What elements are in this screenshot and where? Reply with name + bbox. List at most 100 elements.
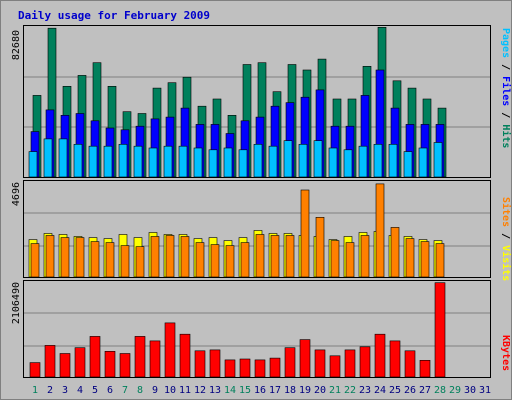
kbytes-bar [104, 350, 116, 378]
sites-bar [315, 217, 325, 278]
pages-bar [223, 147, 233, 178]
kbytes-bar [269, 357, 281, 378]
pages-bar [238, 149, 248, 178]
sites-bar [405, 238, 415, 278]
pages-bar [418, 147, 428, 178]
day-label: 6 [107, 385, 113, 396]
day-label: 21 [329, 385, 341, 396]
sites-bar [45, 235, 55, 278]
pages-bar [88, 145, 98, 178]
kbytes-bar [29, 362, 41, 378]
day-label: 1 [32, 385, 38, 396]
kbytes-bar [344, 349, 356, 378]
sites-bar [30, 243, 40, 278]
kbytes-bar [209, 349, 221, 378]
sites-bar [255, 234, 265, 278]
kbytes-bar [359, 346, 371, 378]
day-label: 16 [254, 385, 266, 396]
day-label: 29 [449, 385, 461, 396]
sites-bar [330, 240, 340, 278]
sites-bar [225, 245, 235, 278]
day-label: 17 [269, 385, 281, 396]
sites-bar [390, 227, 400, 278]
sites-bar [270, 235, 280, 278]
sites-bar [105, 242, 115, 278]
pages-bar [388, 144, 398, 178]
legend-separator: / [500, 106, 511, 124]
pages-bar [133, 145, 143, 178]
kbytes-bar [374, 333, 386, 378]
day-label: 12 [194, 385, 206, 396]
day-axis-labels: 1 2 3 4 5 6 7 8 9 10 11 12 13 14 15 16 17 18 19 20 21 22 23 24 2… [32, 385, 491, 396]
sites-bar [300, 189, 310, 278]
legend-separator: / [500, 227, 511, 245]
sites-bar [240, 242, 250, 278]
pages-bar [313, 140, 323, 178]
day-label: 30 [464, 385, 476, 396]
pages-bar [208, 149, 218, 178]
day-label: 4 [77, 385, 83, 396]
top-panel-legend: Pages / Files / Hits [500, 28, 512, 148]
legend-sites: Sites [500, 197, 512, 227]
pages-bar [103, 145, 113, 178]
day-label: 3 [62, 385, 68, 396]
pages-bar [73, 144, 83, 178]
chart-bars [28, 26, 447, 378]
middle-panel-legend: Sites / Visits [500, 197, 512, 281]
sites-bar [120, 245, 130, 278]
legend-separator: / [500, 58, 511, 76]
pages-bar [178, 145, 188, 178]
kbytes-bar [164, 322, 176, 378]
kbytes-bar [419, 359, 431, 378]
pages-bar [433, 142, 443, 178]
day-label: 8 [137, 385, 143, 396]
day-label: 27 [419, 385, 431, 396]
kbytes-bar [194, 350, 206, 378]
sites-bar [60, 237, 70, 278]
sites-bar [345, 242, 355, 278]
day-label: 13 [209, 385, 221, 396]
kbytes-bar [149, 340, 161, 378]
kbytes-bar [44, 345, 56, 378]
pages-bar [343, 149, 353, 178]
day-label: 28 [434, 385, 446, 396]
day-label: 10 [164, 385, 176, 396]
pages-bar [358, 145, 368, 178]
pages-bar [253, 144, 263, 178]
kbytes-bar [224, 359, 236, 378]
day-label: 26 [404, 385, 416, 396]
legend-pages: Pages [500, 28, 511, 58]
kbytes-bar [284, 347, 296, 378]
middle-panel-max-label: 4696 [11, 182, 22, 206]
day-label: 25 [389, 385, 401, 396]
day-label: 5 [92, 385, 98, 396]
pages-bar [148, 147, 158, 178]
sites-bar [180, 236, 190, 278]
pages-bar [43, 138, 53, 178]
kbytes-bar [404, 350, 416, 378]
day-label: 31 [479, 385, 491, 396]
pages-bar [298, 144, 308, 178]
kbytes-bar [239, 358, 251, 378]
sites-bar [165, 235, 175, 278]
day-label: 19 [299, 385, 311, 396]
day-label: 2 [47, 385, 53, 396]
day-label: 9 [152, 385, 158, 396]
kbytes-bar [134, 336, 146, 378]
pages-bar [28, 151, 38, 178]
bottom-panel-legend: KBytes [500, 335, 511, 371]
kbytes-bar [329, 355, 341, 378]
day-label: 22 [344, 385, 356, 396]
legend-hits: Hits [500, 124, 512, 148]
sites-bar [285, 235, 295, 278]
day-label: 11 [179, 385, 191, 396]
sites-bar [75, 237, 85, 278]
sites-bar [420, 241, 430, 278]
pages-bar [283, 140, 293, 178]
sites-bar [360, 235, 370, 278]
day-label: 15 [239, 385, 251, 396]
pages-bar [193, 147, 203, 178]
pages-bar [373, 144, 383, 178]
legend-visits: Visits [500, 245, 512, 281]
